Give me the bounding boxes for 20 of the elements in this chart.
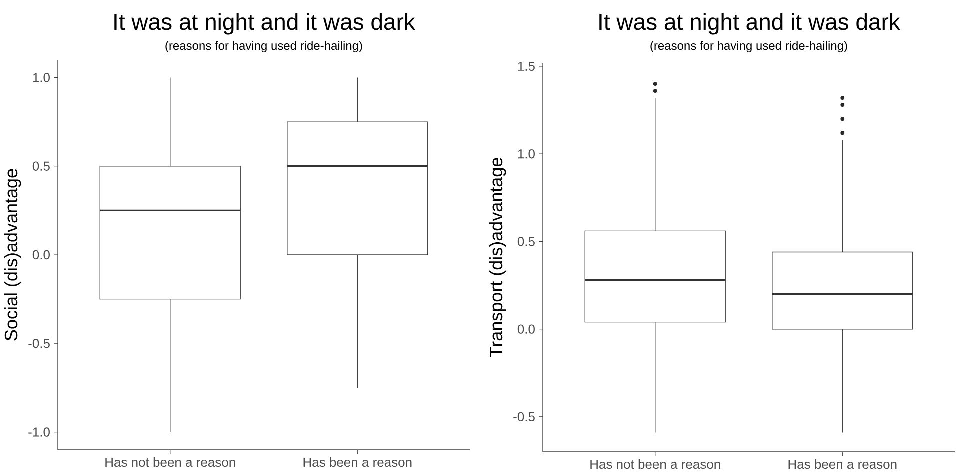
- x-tick-label: Has not been a reason: [590, 459, 720, 469]
- y-tick-label: -1.0: [28, 427, 50, 437]
- y-axis-title: Social (dis)advantage: [4, 169, 22, 341]
- chart-title: It was at night and it was dark: [600, 13, 900, 35]
- y-tick-label: -0.5: [28, 338, 50, 348]
- y-tick-label: 1.5: [518, 62, 535, 71]
- chart-title: It was at night and it was dark: [114, 13, 416, 35]
- y-tick-label: 0.5: [32, 162, 50, 171]
- chart-subtitle: (reasons for having used ride-hailing): [650, 41, 848, 52]
- y-tick-label: 0.5: [518, 236, 535, 246]
- y-tick-label: 1.0: [33, 72, 50, 82]
- x-tick-label: Has been a reason: [788, 459, 897, 469]
- chart-subtitle: (reasons for having used ride-hailing): [166, 41, 362, 52]
- y-tick-label: 0.0: [518, 324, 535, 334]
- x-tick-label: Has been a reason: [304, 457, 412, 467]
- y-tick-label: 0.0: [32, 250, 50, 260]
- y-tick-label: 1.0: [518, 149, 535, 159]
- y-tick-label: -0.5: [514, 412, 535, 422]
- y-axis-title: Transport (dis)advantage: [489, 158, 506, 358]
- x-tick-label: Has not been a reason: [106, 457, 236, 467]
